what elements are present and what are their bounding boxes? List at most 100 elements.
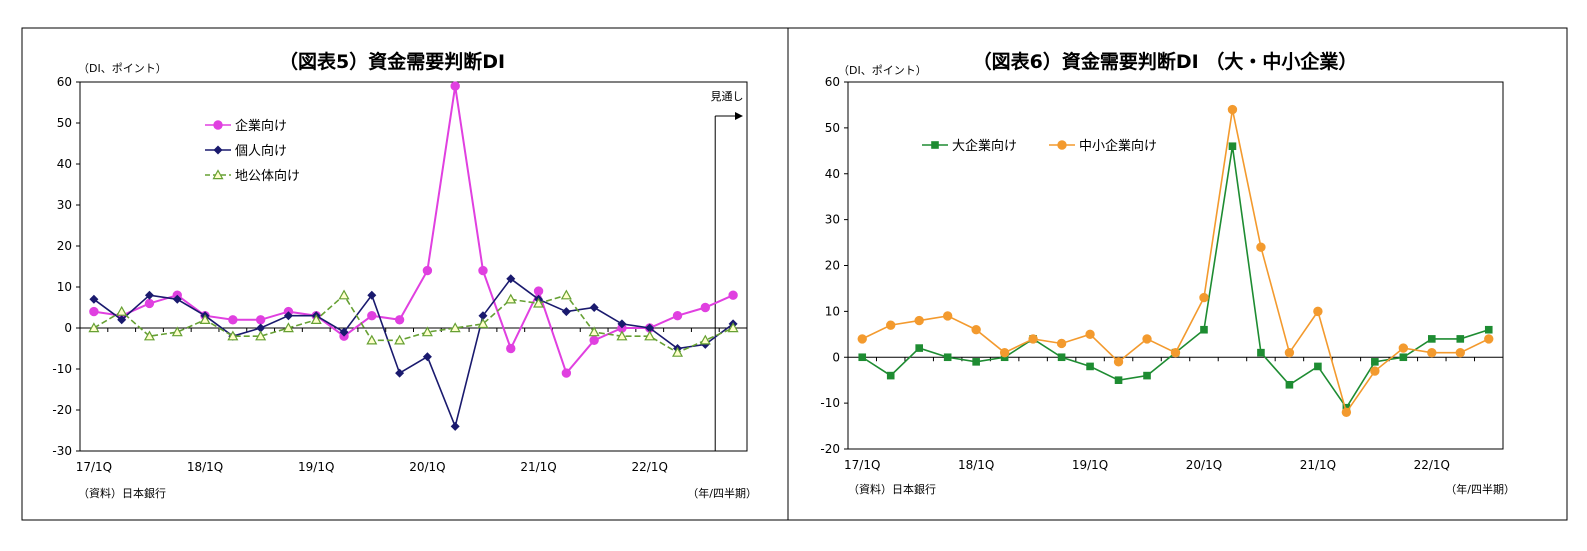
data-point <box>1455 347 1465 358</box>
x-tick-label: 21/1Q <box>520 460 556 474</box>
data-point <box>1170 347 1181 358</box>
y-tick-label: 10 <box>57 280 72 294</box>
data-point <box>617 319 627 329</box>
data-point <box>616 330 628 341</box>
y-tick-label: 20 <box>57 239 72 253</box>
data-point <box>256 323 266 333</box>
chart2-unit-label: （DI、ポイント） <box>838 64 927 77</box>
x-tick-label: 19/1Q <box>1072 458 1108 472</box>
data-point <box>367 290 377 300</box>
plot-area-frame <box>79 81 748 452</box>
data-point <box>1114 376 1123 384</box>
data-point <box>199 314 211 324</box>
legend-label: 大企業向け <box>952 138 1017 154</box>
data-point <box>1227 104 1238 115</box>
data-point <box>117 315 127 325</box>
data-point <box>1313 306 1323 317</box>
data-point <box>171 326 183 337</box>
data-point <box>971 325 981 335</box>
data-point <box>914 315 924 326</box>
data-point <box>1399 353 1408 362</box>
x-tick-label: 19/1Q <box>298 460 334 474</box>
data-point <box>700 302 711 313</box>
legend-label: 地公体向け <box>235 168 300 184</box>
data-point <box>1028 334 1038 344</box>
chart1-forecast-label: 見通し <box>711 90 744 103</box>
data-point <box>283 311 293 321</box>
data-point <box>1200 325 1208 334</box>
data-point <box>1257 348 1265 357</box>
data-point <box>449 322 461 333</box>
x-tick-label: 17/1Q <box>844 458 880 472</box>
data-point <box>1428 335 1436 343</box>
legend-label: 個人向け <box>235 143 287 159</box>
data-point <box>727 322 739 333</box>
y-tick-label: 20 <box>825 259 840 273</box>
chart2-title: （図表6）資金需要判断DI （大・中小企業） <box>973 50 1358 73</box>
data-point <box>88 322 100 333</box>
chart2-x-unit-label: （年/四半期） <box>1445 482 1515 496</box>
data-point <box>699 334 711 345</box>
data-point <box>144 290 154 300</box>
data-point <box>886 371 895 380</box>
data-point <box>310 314 322 324</box>
data-point <box>645 323 655 333</box>
data-point <box>505 293 517 304</box>
data-point <box>915 344 923 352</box>
y-tick-label: 40 <box>57 157 72 171</box>
chart1-x-unit-label: （年/四半期） <box>687 486 757 500</box>
data-point <box>506 343 516 354</box>
data-point <box>886 320 896 330</box>
data-point <box>422 352 432 362</box>
y-tick-label: -10 <box>52 362 72 376</box>
data-point <box>589 335 599 345</box>
data-point <box>421 326 433 337</box>
x-tick-label: 18/1Q <box>187 460 223 474</box>
x-tick-label: 17/1Q <box>76 460 112 474</box>
data-point <box>942 311 953 321</box>
x-tick-label: 20/1Q <box>409 460 445 474</box>
x-tick-label: 22/1Q <box>632 460 668 474</box>
data-point <box>1484 334 1494 344</box>
legend-marker <box>213 120 223 130</box>
plot-area-frame <box>847 81 1504 450</box>
data-point <box>1284 347 1295 358</box>
chart1-unit-label: （DI、ポイント） <box>78 62 167 75</box>
data-point <box>857 334 867 344</box>
data-point <box>116 305 128 316</box>
y-tick-label: -30 <box>52 444 72 458</box>
series-line-1 <box>861 109 1490 415</box>
data-point <box>1427 347 1437 358</box>
y-tick-label: -20 <box>52 403 72 417</box>
data-point <box>1199 292 1209 303</box>
data-point <box>561 368 572 378</box>
legend-marker <box>1057 140 1067 150</box>
x-tick-label: 21/1Q <box>1300 458 1336 472</box>
data-point <box>1484 325 1493 334</box>
data-point <box>1314 362 1322 371</box>
chart2-plot: 60 50 40 30 20 10 0 -10 -20 17/1Q 18/1Q 19/1Q 20/1Q 2… <box>820 75 1504 472</box>
y-tick-label: 60 <box>57 75 72 89</box>
data-point <box>1370 366 1380 376</box>
data-point <box>1341 407 1352 417</box>
y-tick-label: 60 <box>825 75 840 89</box>
data-point <box>1086 362 1094 371</box>
y-tick-label: 30 <box>825 213 840 227</box>
data-point <box>89 306 99 317</box>
data-point <box>1228 142 1237 151</box>
series-line-1 <box>93 277 734 429</box>
legend-marker <box>212 169 224 180</box>
data-point <box>560 289 572 300</box>
data-point <box>477 318 489 329</box>
data-point <box>227 330 239 341</box>
legend-marker <box>213 145 223 155</box>
data-point <box>339 327 349 337</box>
data-point <box>999 347 1010 358</box>
data-point <box>478 311 488 321</box>
data-point <box>672 311 683 321</box>
data-point <box>172 294 182 304</box>
data-point <box>143 330 155 341</box>
data-point <box>228 315 238 325</box>
data-point <box>478 265 488 276</box>
data-point <box>422 265 433 276</box>
